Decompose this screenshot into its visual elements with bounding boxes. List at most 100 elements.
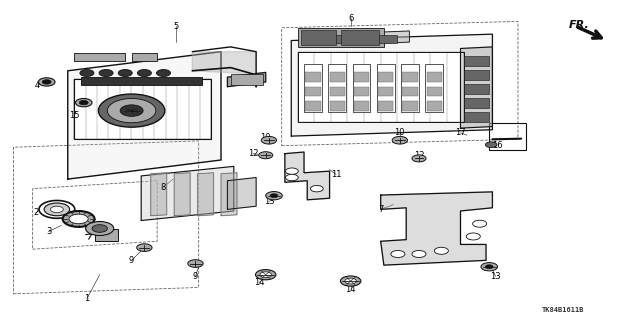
Circle shape — [118, 69, 132, 76]
Text: 14: 14 — [346, 284, 356, 293]
Text: 9: 9 — [129, 256, 134, 265]
Bar — [371, 35, 397, 43]
Bar — [403, 101, 418, 111]
Polygon shape — [285, 152, 330, 200]
Text: 1: 1 — [84, 294, 90, 303]
Text: 3: 3 — [46, 227, 51, 236]
Circle shape — [285, 174, 298, 181]
Polygon shape — [68, 52, 221, 179]
Circle shape — [39, 200, 75, 218]
Polygon shape — [227, 72, 266, 87]
Circle shape — [255, 270, 276, 280]
Bar — [354, 101, 369, 111]
Circle shape — [392, 136, 408, 144]
Text: 9: 9 — [193, 272, 198, 281]
Text: 6: 6 — [348, 14, 353, 23]
Text: 10: 10 — [260, 133, 271, 142]
Circle shape — [345, 278, 356, 284]
Polygon shape — [151, 173, 167, 216]
Text: 11: 11 — [331, 170, 341, 179]
Text: FR.: FR. — [569, 20, 590, 29]
Circle shape — [188, 260, 203, 268]
Bar — [304, 64, 322, 112]
Bar — [464, 56, 489, 66]
Bar — [74, 79, 211, 139]
Bar — [330, 87, 345, 96]
Text: 2: 2 — [33, 208, 38, 217]
Circle shape — [391, 251, 405, 258]
Circle shape — [485, 265, 493, 269]
Circle shape — [80, 69, 94, 76]
Text: 8: 8 — [161, 183, 166, 192]
Bar — [333, 35, 365, 43]
Bar — [403, 72, 418, 82]
Text: 17: 17 — [455, 128, 466, 137]
Circle shape — [157, 69, 171, 76]
Circle shape — [137, 244, 152, 252]
Circle shape — [63, 211, 95, 227]
Circle shape — [44, 203, 70, 216]
Bar — [298, 52, 464, 122]
Bar — [427, 87, 442, 96]
Text: 12: 12 — [413, 151, 424, 160]
Polygon shape — [330, 31, 410, 45]
Polygon shape — [291, 34, 492, 136]
Bar — [403, 87, 418, 96]
Circle shape — [435, 247, 449, 254]
Text: 4: 4 — [35, 81, 40, 90]
Circle shape — [99, 69, 113, 76]
Bar — [305, 87, 321, 96]
Polygon shape — [141, 166, 234, 220]
Circle shape — [259, 152, 273, 159]
Circle shape — [38, 78, 55, 86]
Bar — [378, 101, 394, 111]
Circle shape — [261, 136, 276, 144]
Bar — [74, 53, 125, 61]
Circle shape — [99, 94, 165, 127]
Circle shape — [266, 192, 282, 200]
Bar — [464, 98, 489, 108]
Circle shape — [481, 263, 497, 271]
Bar — [95, 229, 118, 241]
Bar — [426, 64, 444, 112]
Bar — [354, 87, 369, 96]
Circle shape — [79, 100, 88, 105]
Bar — [328, 64, 346, 112]
Polygon shape — [221, 173, 237, 216]
Text: 13: 13 — [490, 272, 501, 281]
Circle shape — [69, 214, 88, 224]
Circle shape — [412, 251, 426, 258]
Text: 15: 15 — [69, 111, 79, 120]
Bar — [427, 101, 442, 111]
Bar — [427, 72, 442, 82]
Bar — [341, 30, 380, 45]
Circle shape — [51, 206, 63, 212]
Bar — [354, 72, 369, 82]
Text: 16: 16 — [492, 141, 503, 150]
Text: 5: 5 — [173, 22, 179, 31]
Circle shape — [270, 194, 278, 197]
Bar — [464, 112, 489, 122]
Circle shape — [120, 105, 143, 116]
Circle shape — [412, 155, 426, 162]
Circle shape — [310, 186, 323, 192]
Circle shape — [485, 142, 497, 148]
Bar — [81, 77, 202, 85]
Bar — [230, 74, 262, 85]
Circle shape — [76, 99, 92, 107]
Text: TK84B1611B: TK84B1611B — [541, 307, 584, 313]
Text: 13: 13 — [264, 197, 274, 206]
Bar — [378, 72, 394, 82]
Bar — [132, 53, 157, 61]
Text: 7: 7 — [378, 205, 383, 214]
Circle shape — [467, 233, 480, 240]
Text: 12: 12 — [248, 149, 258, 158]
Polygon shape — [192, 52, 256, 87]
Text: 14: 14 — [254, 278, 264, 287]
Bar — [378, 87, 394, 96]
Bar — [74, 79, 211, 139]
Bar — [353, 64, 371, 112]
Circle shape — [285, 168, 298, 174]
Bar — [464, 70, 489, 80]
Circle shape — [42, 80, 51, 84]
